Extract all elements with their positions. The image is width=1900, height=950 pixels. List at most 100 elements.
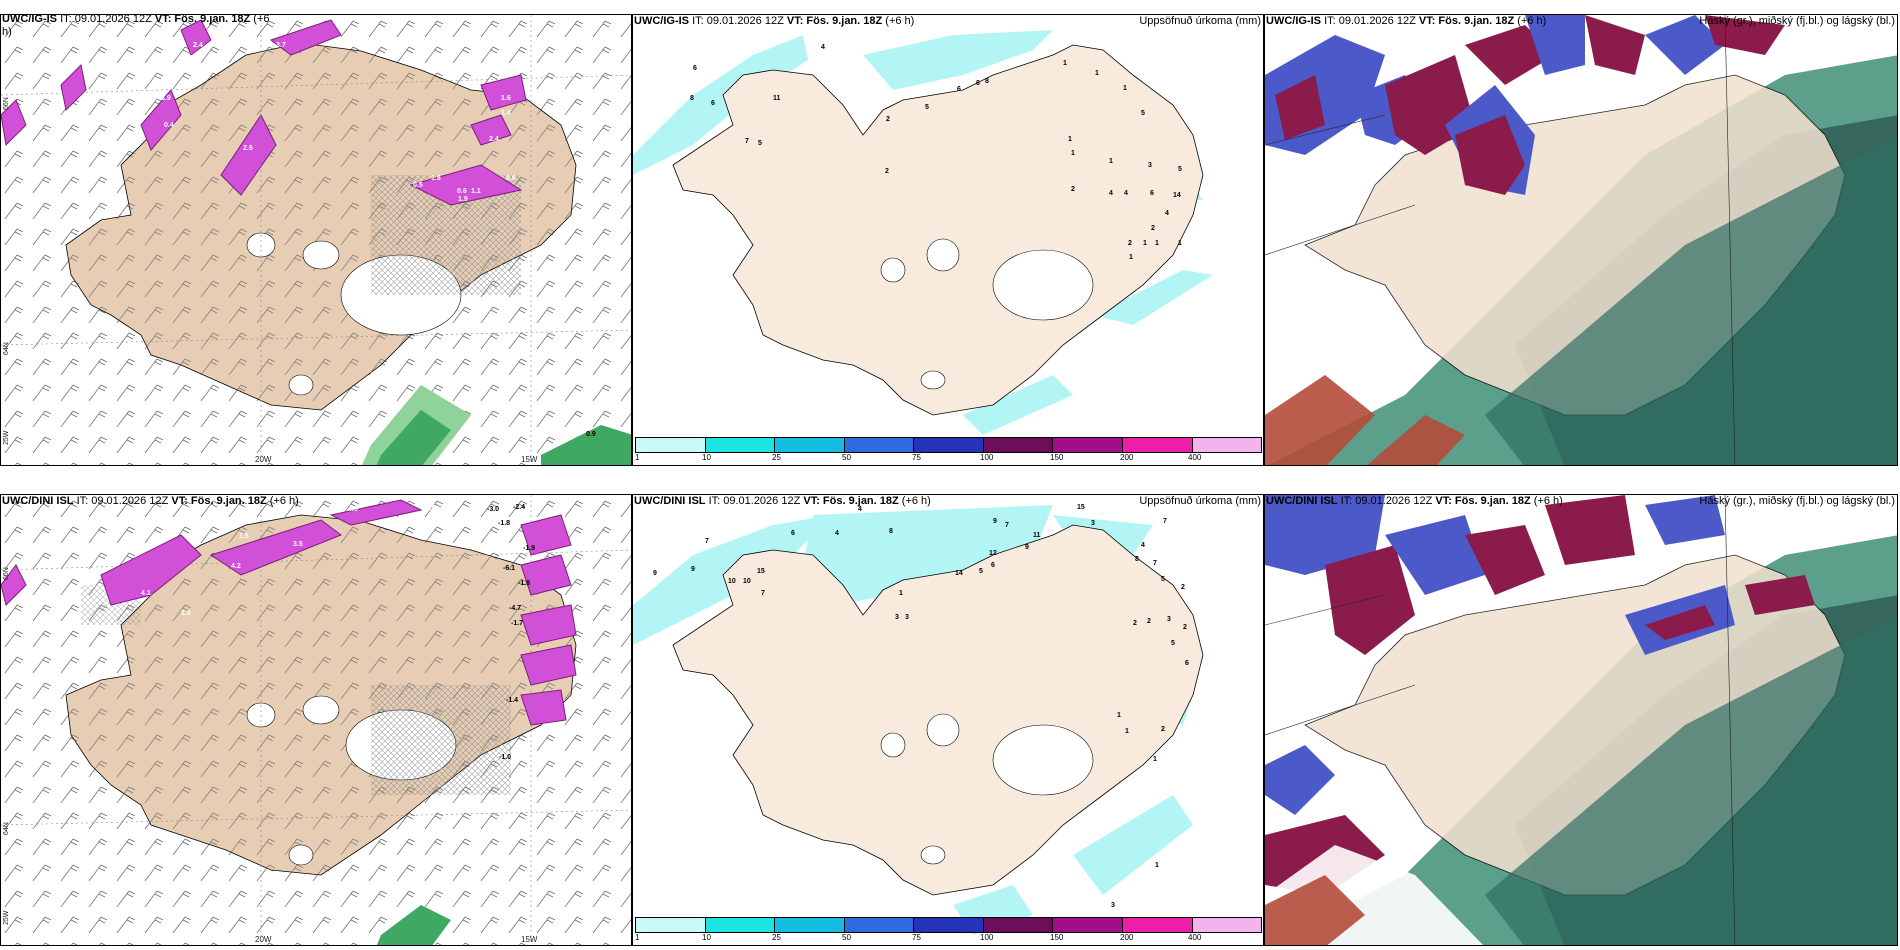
precip-value: 2: [1071, 186, 1075, 193]
precip-value: 1: [1109, 158, 1113, 165]
precip-value: 7: [761, 590, 765, 597]
wind-label: -1.8: [518, 580, 530, 587]
wind-label: -1.8: [498, 520, 510, 527]
precip-unit-title: Uppsöfnuð úrkoma (mm): [1139, 15, 1261, 27]
precip-value: 2: [1133, 620, 1137, 627]
precip-value: 4: [1109, 190, 1113, 197]
wind-label: -3.0: [487, 506, 499, 513]
precip-value: 14: [1173, 192, 1181, 199]
precip-unit-title: Uppsöfnuð úrkoma (mm): [1139, 495, 1261, 507]
precip-value: 1: [1125, 728, 1129, 735]
colorbar-swatch: [983, 438, 1054, 452]
colorbar-swatch: [636, 918, 706, 932]
iceland-land: [672, 44, 1204, 416]
precip-value: 9: [691, 566, 695, 573]
precip-value: 7: [1005, 522, 1009, 529]
precip-value: 2: [1128, 240, 1132, 247]
wind-label: 1.9: [458, 196, 468, 203]
precip-value: 3: [895, 614, 899, 621]
precip-value: 2: [885, 168, 889, 175]
lon-20w-label: 20W: [255, 455, 272, 464]
wind-label: 4.6: [348, 506, 358, 513]
wind-label: 1.4: [501, 110, 511, 117]
precip-value: 1: [1095, 70, 1099, 77]
precip-value: 11: [773, 95, 781, 102]
precip-value: 1: [1117, 712, 1121, 719]
precip-value: 8: [985, 78, 989, 85]
colorbar-tick: 1: [635, 453, 640, 462]
precip-value: 6: [1150, 190, 1154, 197]
colorbar-tick: 1: [635, 933, 640, 942]
colorbar-swatch: [914, 918, 984, 932]
colorbar-tick: 100: [980, 933, 994, 942]
colorbar-tick: 25: [772, 933, 781, 942]
colorbar-tick: 200: [1120, 453, 1134, 462]
precip-value: 1: [1155, 240, 1159, 247]
precip-value: 7: [745, 138, 749, 145]
colorbar-swatches: [635, 437, 1262, 453]
precip-value: 5: [1161, 576, 1165, 583]
wind-panel-dini: 4.6 1.6 -3.0 -2.4 -1.8 1.5 3.5 -1.9 -6.1…: [0, 494, 632, 946]
cloud-title: UWC/IG-IS IT: 09.01.2026 12Z VT: Fös. 9.…: [1266, 15, 1547, 27]
lat-66n-label: 66N: [3, 567, 10, 580]
wind-label: -4.7: [509, 605, 521, 612]
wind-label: 4.2: [231, 563, 241, 570]
precip-title: UWC/IG-IS IT: 09.01.2026 12Z VT: Fös. 9.…: [634, 15, 915, 27]
wind-label: 1.5: [239, 533, 249, 540]
wind-label: 3.5: [293, 541, 303, 548]
lon-25w-label: 25W: [3, 430, 10, 445]
precip-value: 5: [979, 568, 983, 575]
wind-label: 3.9: [161, 95, 171, 102]
precip-value: 1: [899, 590, 903, 597]
iceland-land: [672, 524, 1204, 896]
precip-value: 6: [1185, 660, 1189, 667]
wind-title: UWC/DINI ISL IT: 09.01.2026 12Z VT: Fös.…: [2, 495, 299, 507]
colorbar-swatch: [914, 438, 984, 452]
colorbar-swatches: [635, 917, 1262, 933]
precip-value: 4: [1141, 542, 1145, 549]
lat-64n-label: 64N: [3, 342, 10, 355]
wind-label: -1.9: [523, 545, 535, 552]
colorbar-swatch: [636, 438, 706, 452]
precip-value: 2: [1183, 624, 1187, 631]
cloud-legend-title: Háský (gr.), miðský (fj.bl.) og lágský (…: [1699, 15, 1895, 27]
precip-value: 1: [1143, 240, 1147, 247]
precip-value: 3: [1167, 616, 1171, 623]
wind-map-igis: 3.7 2.4 1.5 3.9 0.4 2.6 2.4 0.6 1.6 1.4 …: [1, 15, 631, 465]
wind-panel-igis: 3.7 2.4 1.5 3.9 0.4 2.6 2.4 0.6 1.6 1.4 …: [0, 14, 632, 466]
precip-value: 5: [1178, 166, 1182, 173]
colorbar-tick: 150: [1050, 453, 1064, 462]
wind-label: 1.1: [471, 188, 481, 195]
precip-value: 2: [1147, 618, 1151, 625]
precip-value: 2: [1161, 726, 1165, 733]
precip-panel-dini: 4 15 7 6 4 8 9 7 11 9 10 12 15 14 5 6 7 …: [632, 494, 1264, 946]
colorbar-swatch: [1192, 438, 1262, 452]
lon-15w-label: 15W: [521, 935, 538, 944]
wind-label: 1.6: [501, 95, 511, 102]
lon-20w-label: 20W: [255, 935, 272, 944]
precip-value: 8: [889, 528, 893, 535]
colorbar-tick: 150: [1050, 933, 1064, 942]
precip-value: 6: [976, 80, 980, 87]
colorbar-swatch: [705, 918, 776, 932]
colorbar-tick: 25: [772, 453, 781, 462]
precip-value: 6: [991, 562, 995, 569]
precip-value: 15: [1077, 504, 1085, 511]
precip-value: 8: [1135, 556, 1139, 563]
colorbar-tick: 100: [980, 453, 994, 462]
colorbar-swatch: [705, 438, 776, 452]
wind-label: 0.6: [506, 175, 516, 182]
wind-label: 0.4: [164, 122, 174, 129]
precip-value: 4: [821, 44, 825, 51]
wind-label: -1.7: [511, 620, 523, 627]
precip-value: 2: [886, 116, 890, 123]
colorbar-swatch: [844, 438, 915, 452]
precip-value: 5: [925, 104, 929, 111]
precip-map-igis: 6 8 6 7 5 11 4 2 2 6 8 5 6 1 1 1 5 1 1 1…: [633, 30, 1213, 435]
colorbar-tick: 10: [702, 453, 711, 462]
precip-value: 3: [1111, 902, 1115, 909]
cloud-panel-dini: UWC/DINI ISL IT: 09.01.2026 12Z VT: Fös.…: [1264, 494, 1898, 946]
precip-value: 2: [1151, 225, 1155, 232]
precip-value: 15: [757, 568, 765, 575]
wind-label: 1.5: [184, 55, 194, 62]
